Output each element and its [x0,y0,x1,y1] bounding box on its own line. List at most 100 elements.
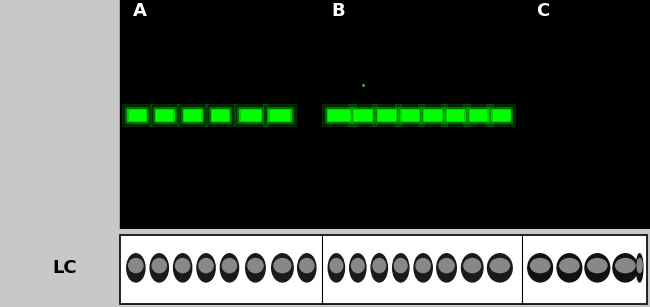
Bar [127,109,146,121]
Bar [424,110,441,120]
Bar [212,110,228,120]
Ellipse shape [248,258,263,273]
Ellipse shape [176,258,190,273]
Ellipse shape [637,258,642,273]
Bar [325,107,352,123]
Ellipse shape [272,254,293,282]
Bar [205,104,235,126]
Bar [467,107,489,123]
Ellipse shape [328,254,344,282]
Ellipse shape [414,254,432,282]
Bar [327,109,350,121]
Bar [120,0,322,229]
Bar [153,107,176,123]
Bar [184,110,200,120]
Bar [402,110,418,120]
Bar [120,235,647,304]
Ellipse shape [416,258,430,273]
Bar [444,107,467,123]
Ellipse shape [585,254,610,282]
Ellipse shape [636,254,643,282]
Bar [486,104,515,126]
Ellipse shape [300,258,314,273]
Ellipse shape [274,258,291,273]
Ellipse shape [330,258,343,273]
Ellipse shape [588,258,607,273]
Ellipse shape [490,258,510,273]
Ellipse shape [150,254,168,282]
Bar [446,109,465,121]
Bar [423,109,442,121]
Ellipse shape [528,254,552,282]
Bar [378,110,395,120]
Bar [441,104,470,126]
Ellipse shape [197,254,215,282]
Bar [237,107,263,123]
Ellipse shape [222,258,237,273]
Bar [377,109,396,121]
Ellipse shape [557,254,582,282]
Bar [375,107,398,123]
Ellipse shape [152,258,166,273]
Ellipse shape [129,258,143,273]
Ellipse shape [298,254,316,282]
Bar [351,107,374,123]
Bar [523,0,650,229]
Bar [469,109,488,121]
Bar [328,110,349,120]
Bar [398,107,421,123]
Ellipse shape [174,254,192,282]
Bar [183,109,202,121]
Bar [240,110,260,120]
Bar [150,104,179,126]
Text: A: A [133,2,147,20]
Bar [395,104,424,126]
Bar [323,0,522,229]
Bar [156,110,172,120]
Bar [268,109,291,121]
Ellipse shape [395,258,407,273]
Ellipse shape [352,258,364,273]
Ellipse shape [488,254,512,282]
Ellipse shape [437,254,456,282]
Ellipse shape [393,254,409,282]
Ellipse shape [199,258,213,273]
Ellipse shape [439,258,454,273]
Bar [239,109,261,121]
Ellipse shape [220,254,239,282]
Ellipse shape [371,254,387,282]
Ellipse shape [127,254,145,282]
Ellipse shape [464,258,480,273]
Bar [418,104,447,126]
Bar [372,104,401,126]
Bar [263,104,296,126]
Bar [463,104,493,126]
Bar [421,107,444,123]
Bar [447,110,463,120]
Bar [491,109,510,121]
Ellipse shape [530,258,550,273]
Bar [400,109,419,121]
Ellipse shape [613,254,638,282]
Bar [234,104,266,126]
Text: LC: LC [53,259,77,277]
Text: B: B [332,2,345,20]
Ellipse shape [616,258,635,273]
Bar [129,110,145,120]
Bar [270,110,289,120]
Bar [489,107,512,123]
Bar [122,104,151,126]
Ellipse shape [560,258,579,273]
Bar [266,107,292,123]
Bar [493,110,509,120]
Bar [322,104,356,126]
Bar [348,104,377,126]
Text: C: C [536,2,549,20]
Bar [353,109,372,121]
Bar [354,110,370,120]
Bar [209,107,231,123]
Bar [181,107,203,123]
Bar [211,109,229,121]
Bar [470,110,486,120]
Ellipse shape [462,254,483,282]
